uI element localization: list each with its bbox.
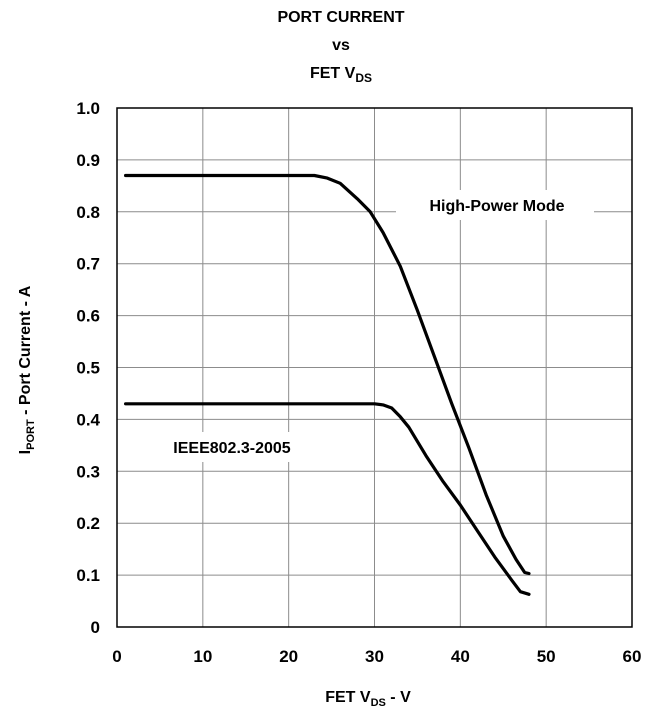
y-tick-label: 0.3 (76, 462, 100, 481)
annotations: High-Power Mode IEEE802.3-2005 (158, 190, 594, 462)
y-tick-label: 1.0 (76, 99, 100, 118)
x-axis-title: FET VDS - V (325, 689, 411, 709)
x-tick-label: 40 (451, 647, 470, 666)
y-tick-label: 0.5 (76, 359, 100, 378)
title-line-2: vs (332, 37, 350, 54)
x-axis-title-suffix: - V (386, 689, 411, 706)
y-axis-title-sub: PORT (25, 419, 37, 450)
y-tick-label: 0.1 (76, 566, 100, 585)
y-tick-label: 0 (91, 618, 100, 637)
tick-labels: 0 10 20 30 40 50 60 0 0.1 0.2 0.3 0.4 0.5 0.6 0.7 0.8 0.… (76, 99, 641, 666)
x-axis-title-sub: DS (371, 697, 386, 709)
annotation-bg-ieee (158, 432, 306, 462)
y-tick-label: 0.8 (76, 203, 100, 222)
annotation-ieee: IEEE802.3-2005 (173, 440, 291, 457)
x-tick-label: 60 (623, 647, 642, 666)
title-line-3-main: FET V (310, 65, 356, 82)
title-line-3-sub: DS (355, 71, 372, 85)
grid (117, 108, 632, 627)
y-axis-title: IPORT - Port Current - A (17, 285, 37, 454)
x-axis-title-main: FET V (325, 689, 371, 706)
title-line-3: FET VDS (310, 65, 372, 85)
x-tick-label: 30 (365, 647, 384, 666)
y-tick-label: 0.6 (76, 307, 100, 326)
x-tick-label: 20 (279, 647, 298, 666)
plot-area (123, 173, 531, 596)
y-tick-label: 0.2 (76, 514, 100, 533)
y-tick-label: 0.9 (76, 151, 100, 170)
y-tick-label: 0.7 (76, 255, 100, 274)
y-axis-title-suffix: - Port Current - A (17, 285, 34, 419)
y-tick-label: 0.4 (76, 410, 100, 429)
series-high-power-line (123, 173, 531, 576)
chart-title: PORT CURRENT vs FET VDS (277, 9, 404, 85)
annotation-bg-high-power (396, 190, 594, 220)
annotation-high-power: High-Power Mode (429, 198, 564, 215)
title-line-1: PORT CURRENT (277, 9, 404, 26)
series-ieee-line (123, 402, 531, 596)
x-tick-label: 0 (112, 647, 121, 666)
x-tick-label: 50 (537, 647, 556, 666)
plot-frame (116, 107, 633, 628)
y-axis-title-main: I (17, 450, 34, 454)
x-tick-label: 10 (193, 647, 212, 666)
